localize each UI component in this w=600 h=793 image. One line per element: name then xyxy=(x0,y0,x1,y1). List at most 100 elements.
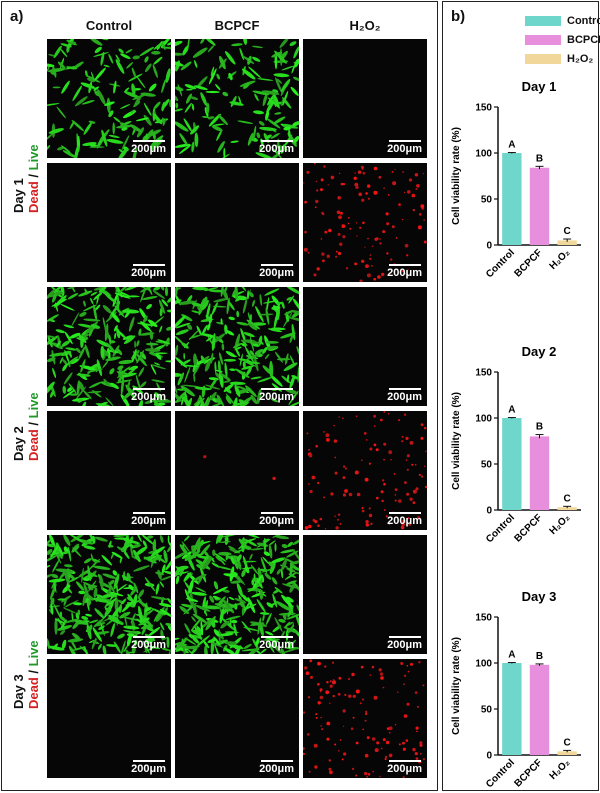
legend-swatch xyxy=(525,53,561,64)
y-tick-label: 50 xyxy=(481,460,493,471)
bar xyxy=(529,167,550,245)
scale-bar-label: 200μm xyxy=(131,515,166,527)
panel-a-letter: a) xyxy=(10,8,24,25)
dead-cell-micrograph: 200μm xyxy=(175,411,299,530)
row-day-text: Day 1 xyxy=(11,178,26,213)
y-tick-label: 150 xyxy=(475,613,492,624)
bar xyxy=(502,153,522,245)
row-dead-text: Dead xyxy=(26,677,41,709)
scale-bar-label: 200μm xyxy=(131,639,166,651)
live-cell-micrograph: 200μm xyxy=(175,535,299,654)
scale-bar xyxy=(389,636,421,638)
row-dead-text: Dead xyxy=(26,429,41,461)
bar xyxy=(502,418,522,510)
significance-letter: A xyxy=(508,140,515,151)
row-live-text: Live xyxy=(26,640,41,667)
dead-cell-micrograph: 200μm xyxy=(47,659,171,778)
bar-chart-day-2: Day 2 Cell viability rate (%) 0 50 100 150 A Co… xyxy=(451,344,581,545)
significance-letter: C xyxy=(564,226,571,237)
row-label-day-1: Day 1 Dead / Live xyxy=(11,101,41,213)
scale-bar xyxy=(133,264,165,266)
row-live-text: Live xyxy=(26,144,41,171)
y-tick-label: 0 xyxy=(486,751,492,762)
dead-cell-micrograph: 200μm xyxy=(47,411,171,530)
panel-a-microscopy: a) Control BCPCF H₂O₂ Day 1 Dead / Live … xyxy=(1,1,438,791)
live-cell-micrograph: 200μm xyxy=(303,535,427,654)
x-tick-label: BCPCF xyxy=(512,757,544,789)
scale-bar xyxy=(261,636,293,638)
y-tick-label: 100 xyxy=(475,414,492,425)
y-tick-label: 100 xyxy=(475,149,492,160)
row-slash-text: / xyxy=(26,418,41,430)
legend-label: H₂O₂ xyxy=(567,52,594,65)
x-tick-label: Control xyxy=(484,757,517,790)
significance-letter: A xyxy=(508,405,515,416)
scale-bar xyxy=(389,264,421,266)
scale-bar xyxy=(389,388,421,390)
scale-bar-label: 200μm xyxy=(387,639,422,651)
y-tick-label: 50 xyxy=(481,195,493,206)
live-cell-micrograph: 200μm xyxy=(47,535,171,654)
bar xyxy=(557,751,577,755)
chart-title: Day 2 xyxy=(522,344,557,359)
scale-bar-label: 200μm xyxy=(259,391,294,403)
scale-bar xyxy=(133,636,165,638)
scale-bar xyxy=(389,140,421,142)
column-header-bcpcf: BCPCF xyxy=(214,18,260,33)
scale-bar xyxy=(261,388,293,390)
y-tick-label: 0 xyxy=(486,506,492,517)
x-tick-label: H₂O₂ xyxy=(548,247,573,272)
bar xyxy=(557,507,577,510)
row-label-day-3: Day 3 Dead / Live xyxy=(11,597,41,709)
live-cell-micrograph: 200μm xyxy=(175,287,299,406)
scale-bar xyxy=(389,512,421,514)
x-tick-label: BCPCF xyxy=(512,247,544,279)
legend-swatch xyxy=(525,15,561,26)
bar xyxy=(529,664,550,755)
significance-letter: B xyxy=(536,651,543,662)
panel-b-letter: b) xyxy=(451,8,466,25)
row-label-day-2: Day 2 Dead / Live xyxy=(11,349,41,461)
y-axis-label: Cell viability rate (%) xyxy=(451,637,462,735)
scale-bar xyxy=(261,760,293,762)
legend: Control BCPCF H₂O₂ xyxy=(525,11,600,68)
scale-bar xyxy=(133,512,165,514)
scale-bar-label: 200μm xyxy=(387,267,422,279)
legend-label: Control xyxy=(567,14,600,27)
dead-cell-micrograph: 200μm xyxy=(175,163,299,282)
scale-bar xyxy=(133,760,165,762)
x-tick-label: Control xyxy=(484,247,517,280)
scale-bar-label: 200μm xyxy=(131,143,166,155)
live-cell-micrograph: 200μm xyxy=(303,287,427,406)
legend-swatch xyxy=(525,34,561,45)
live-cell-micrograph: 200μm xyxy=(47,39,171,158)
bar xyxy=(502,663,522,755)
row-slash-text: / xyxy=(26,170,41,182)
y-tick-label: 0 xyxy=(486,241,492,252)
significance-letter: B xyxy=(536,153,543,164)
legend-item-bcpcf: BCPCF xyxy=(525,30,600,49)
dead-cell-micrograph: 200μm xyxy=(303,411,427,530)
scale-bar-label: 200μm xyxy=(259,763,294,775)
legend-label: BCPCF xyxy=(567,33,600,46)
x-tick-label: H₂O₂ xyxy=(548,757,573,782)
chart-title: Day 1 xyxy=(522,79,557,94)
legend-item-h2o2: H₂O₂ xyxy=(525,49,600,68)
scale-bar xyxy=(261,264,293,266)
significance-letter: B xyxy=(536,422,543,433)
panel-b-viability-charts: b) Control BCPCF H₂O₂ Day 1 Cell viabilit… xyxy=(442,1,600,791)
row-day-text: Day 2 xyxy=(11,426,26,461)
column-header-h2o2: H₂O₂ xyxy=(349,18,381,33)
scale-bar xyxy=(133,388,165,390)
bar-chart-day-3: Day 3 Cell viability rate (%) 0 50 100 150 A Co… xyxy=(451,589,581,790)
y-tick-label: 50 xyxy=(481,705,493,716)
row-slash-text: / xyxy=(26,666,41,678)
row-live-text: Live xyxy=(26,392,41,419)
scale-bar xyxy=(261,512,293,514)
x-tick-label: Control xyxy=(484,512,517,545)
y-tick-label: 100 xyxy=(475,659,492,670)
x-tick-label: BCPCF xyxy=(512,512,544,544)
x-tick-label: H₂O₂ xyxy=(548,512,573,537)
significance-letter: A xyxy=(508,650,515,661)
scale-bar-label: 200μm xyxy=(131,267,166,279)
